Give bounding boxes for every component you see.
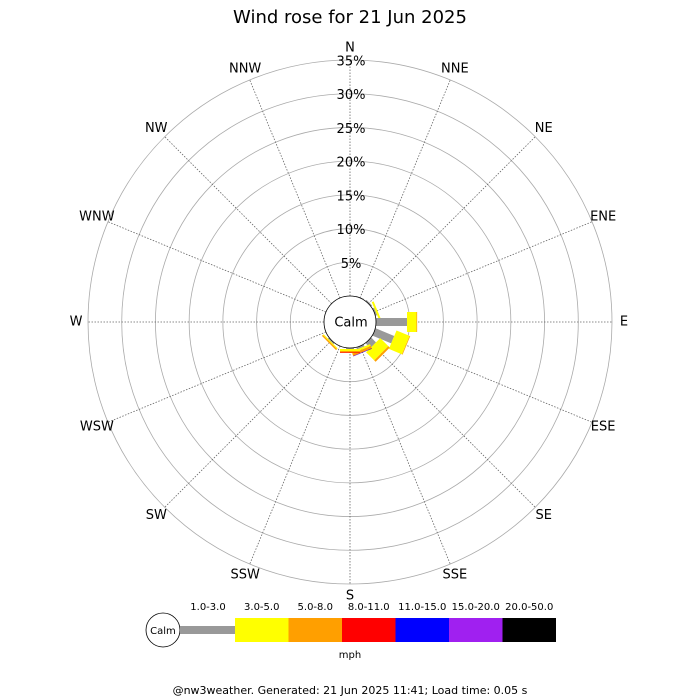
legend-swatch <box>395 618 449 642</box>
direction-label: WNW <box>79 210 115 225</box>
r-tick-label: 30% <box>337 88 366 103</box>
wind-bar <box>372 328 395 344</box>
wind-bar <box>388 330 410 355</box>
wind-bar <box>371 301 382 321</box>
spoke <box>373 331 593 423</box>
legend-swatch <box>449 618 503 642</box>
spoke <box>107 221 327 313</box>
spoke <box>359 345 451 565</box>
spoke <box>368 136 536 304</box>
wind-bar <box>352 345 372 356</box>
direction-label: ENE <box>590 210 616 225</box>
grid-ring <box>222 194 478 450</box>
wind-bar <box>374 346 390 362</box>
r-tick-label: 5% <box>341 257 362 272</box>
wind-bar <box>321 334 338 351</box>
legend-label: 15.0-20.0 <box>452 602 500 613</box>
wind-bar <box>365 337 376 348</box>
legend-label: 3.0-5.0 <box>244 602 279 613</box>
spoke <box>164 136 332 304</box>
r-tick-label: 15% <box>337 189 366 204</box>
direction-label: SE <box>536 508 552 523</box>
legend-label: 20.0-50.0 <box>505 602 553 613</box>
wind-bar <box>366 338 389 361</box>
grid-ring <box>188 160 512 484</box>
legend-swatch <box>288 618 342 642</box>
legend-calm-label: Calm <box>150 626 176 637</box>
calm-circle <box>323 295 377 349</box>
direction-label: S <box>346 589 354 604</box>
footer: @nw3weather. Generated: 21 Jun 2025 11:4… <box>173 684 528 697</box>
spoke <box>107 331 327 423</box>
chart-title: Wind rose for 21 Jun 2025 <box>233 7 467 28</box>
direction-label: E <box>620 315 628 330</box>
spoke <box>249 345 341 565</box>
direction-label: NW <box>145 121 168 136</box>
wind-bar <box>322 334 338 350</box>
calm-label: Calm <box>334 316 367 331</box>
legend-swatch <box>180 626 235 634</box>
direction-label: ESE <box>591 419 616 434</box>
direction-label: SSE <box>442 568 467 583</box>
direction-label: WSW <box>80 419 114 434</box>
legend-swatch <box>502 618 556 642</box>
r-tick-label: 10% <box>337 223 366 238</box>
legend-label: 1.0-3.0 <box>190 602 225 613</box>
legend-swatch <box>342 618 396 642</box>
direction-label: SW <box>146 508 167 523</box>
grid-ring <box>87 59 613 585</box>
spoke <box>368 340 536 508</box>
spoke <box>373 221 593 313</box>
direction-label: W <box>70 315 83 330</box>
spoke <box>249 79 341 299</box>
spoke <box>164 340 332 508</box>
r-tick-label: 20% <box>337 156 366 171</box>
r-tick-label: 35% <box>337 55 366 70</box>
legend-label: 11.0-15.0 <box>398 602 446 613</box>
spoke <box>359 79 451 299</box>
legend-label: 8.0-11.0 <box>348 602 390 613</box>
legend-label: 5.0-8.0 <box>298 602 333 613</box>
r-tick-label: 25% <box>337 122 366 137</box>
direction-label: NE <box>535 121 553 136</box>
wind-bar <box>351 344 371 354</box>
legend-swatch <box>235 618 289 642</box>
direction-label: N <box>345 41 355 56</box>
direction-label: SSW <box>230 568 260 583</box>
direction-label: NNE <box>441 61 469 76</box>
direction-label: NNW <box>229 61 261 76</box>
unit-label: mph <box>339 650 361 661</box>
